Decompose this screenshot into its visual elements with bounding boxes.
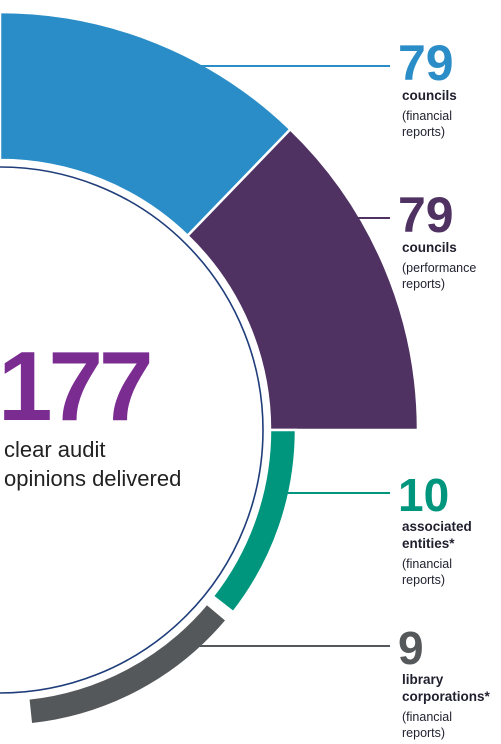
value-label-financial: 79: [398, 35, 454, 91]
sub-label-associated: reports): [402, 573, 445, 587]
value-label-performance: 79: [398, 187, 454, 243]
sub-label-financial: (financial: [402, 109, 452, 123]
total-label-line2: opinions delivered: [4, 466, 181, 491]
category-label-financial: councils: [402, 88, 457, 103]
category-label-associated: associated: [402, 519, 472, 534]
total-value: 177: [0, 331, 150, 441]
sub-label-performance: (performance: [402, 261, 476, 275]
sub-label-performance: reports): [402, 277, 445, 291]
sub-label-library: (financial: [402, 710, 452, 724]
inner-circle-outline: [0, 166, 264, 694]
total-label-line1: clear audit: [4, 437, 106, 462]
category-label-performance: councils: [402, 240, 457, 255]
donut-slices: [0, 10, 420, 726]
sub-label-associated: (financial: [402, 557, 452, 571]
slice-performance: [185, 127, 420, 432]
value-label-associated: 10: [398, 469, 449, 521]
slice-associated: [211, 428, 298, 614]
category-label-associated: entities*: [402, 536, 455, 551]
slice-library: [26, 601, 229, 726]
segment-labels: 79councils(financialreports)79councils(p…: [398, 35, 491, 740]
category-label-library: corporations*: [402, 689, 491, 704]
sub-label-financial: reports): [402, 125, 445, 139]
leader-lines: [190, 65, 390, 647]
sub-label-library: reports): [402, 726, 445, 740]
category-label-library: library: [402, 672, 444, 687]
value-label-library: 9: [398, 622, 424, 674]
